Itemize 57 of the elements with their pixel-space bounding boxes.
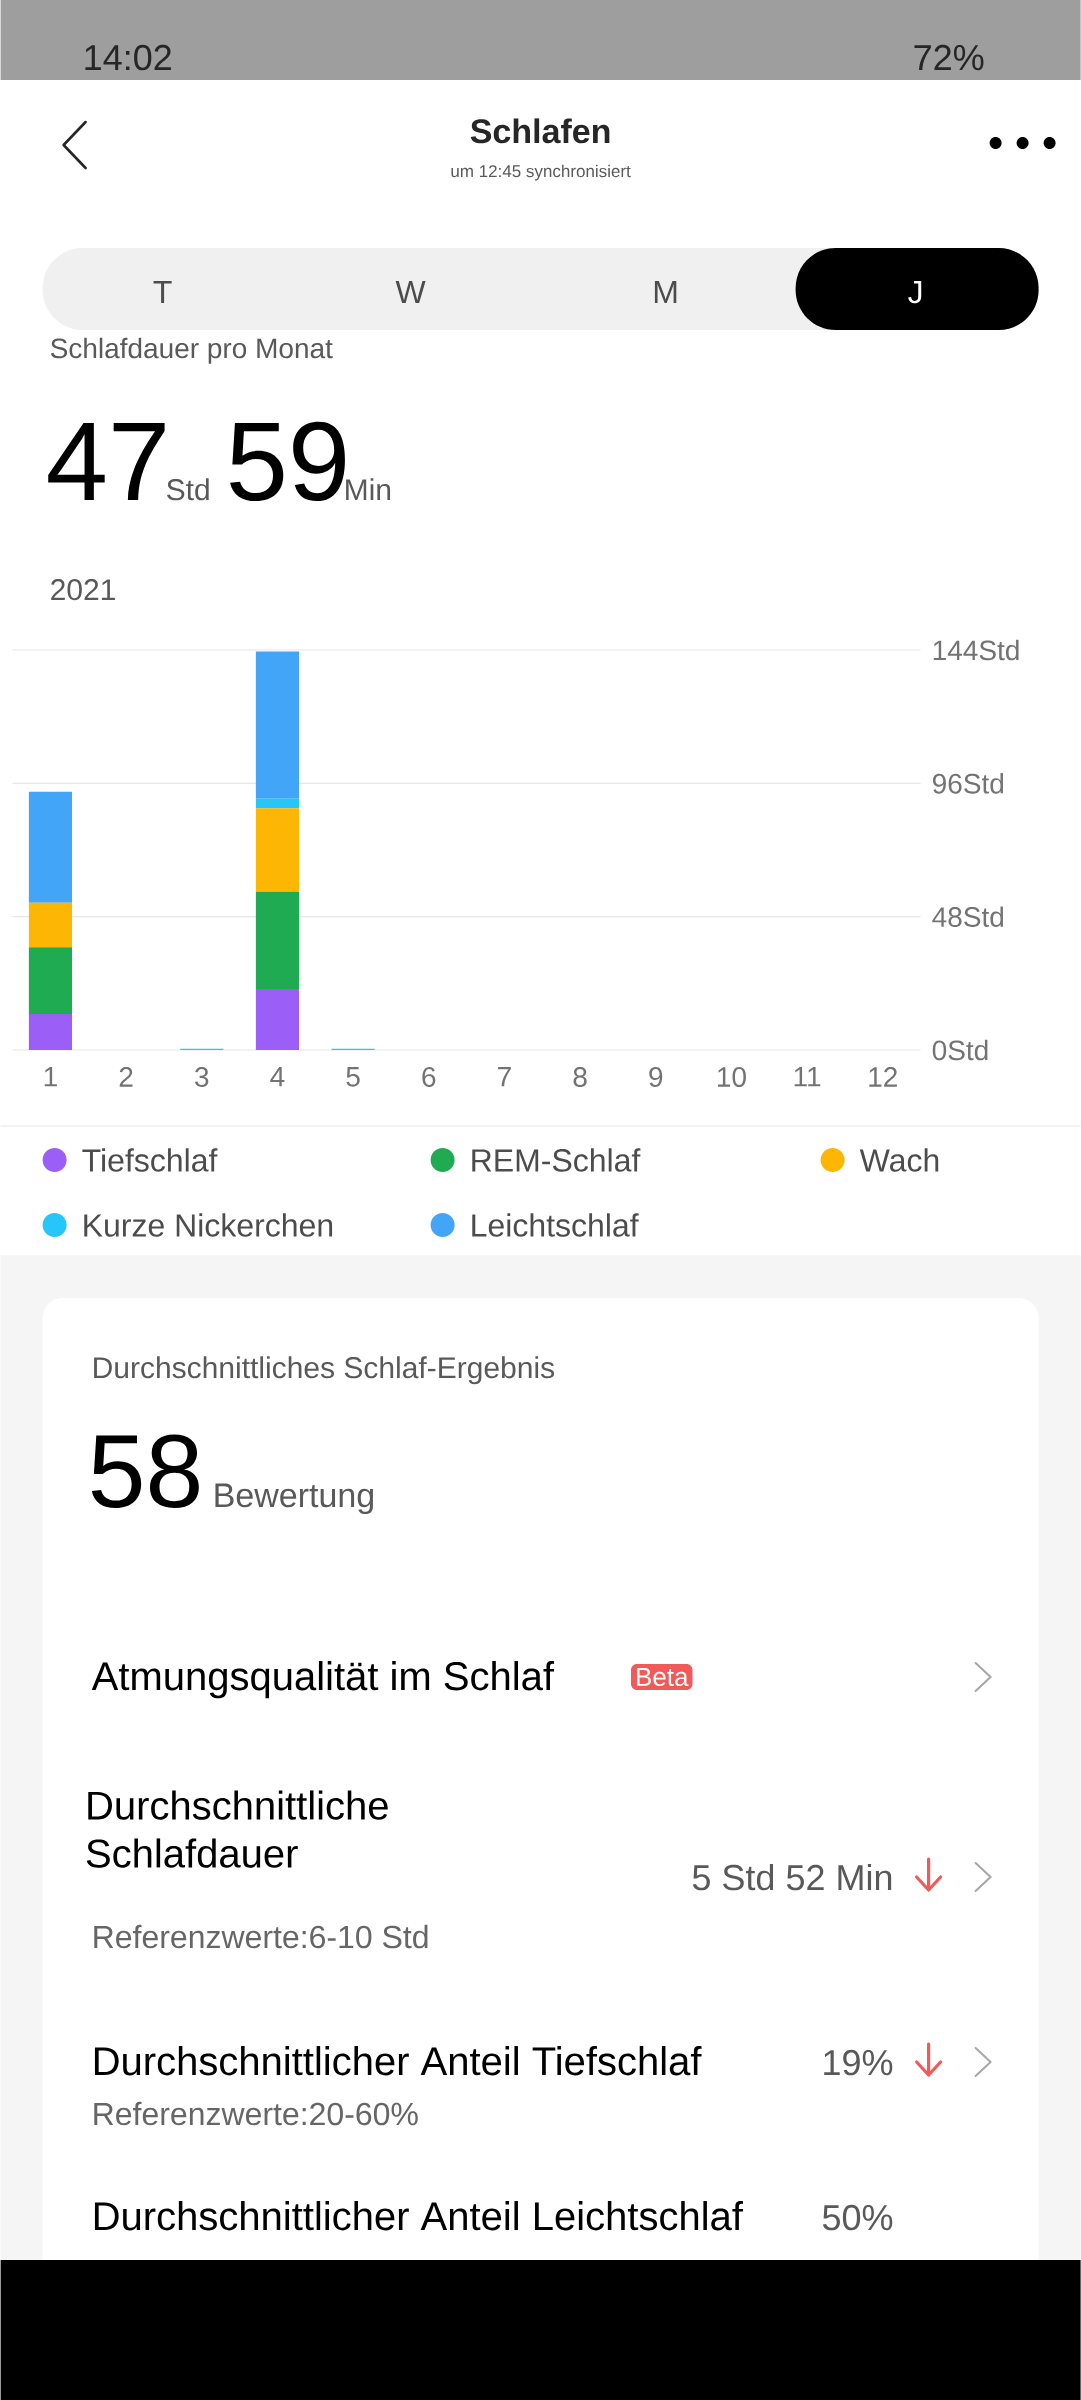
x-tick-label: 11 [794,1067,821,1087]
y-tick-label: 48Std [932,906,1003,927]
legend-label: Leichtschlaf [472,1213,639,1237]
legend-label: Wach [859,1148,939,1172]
bar [255,891,299,989]
text: Durchschnittlicher Anteil Leichtschlaf [94,2201,743,2231]
text: 50% [822,2204,893,2231]
chart-subtitle: um 12:45 synchronisiert [451,164,631,181]
legend-label: Tiefschlaf [82,1148,218,1172]
x-tick-label: 10 [717,1067,746,1087]
x-tick-label: 6 [422,1067,436,1087]
text: 2021 [51,579,115,601]
x-tick-label: 7 [498,1067,511,1087]
text: Schlafdauer pro Monat [50,337,333,364]
text: Bewertung [215,1483,373,1515]
text: Referenzwerte:6-10 Std [94,1924,428,1949]
text: Std [166,478,209,501]
text: Durchschnittliche Schlafdauer [86,1790,388,1868]
text: 72% [914,44,984,71]
text: 5 Std 52 Min [692,1863,892,1891]
x-tick-label: 9 [649,1067,663,1087]
x-tick-label: 3 [194,1067,209,1087]
bar [255,798,299,809]
text: Beta [637,1667,689,1687]
text: Min [346,478,390,501]
x-tick-label: 8 [573,1067,587,1087]
text: T [153,281,172,304]
text: Referenzwerte:20-60% [94,2101,418,2126]
text: 47 [48,422,165,501]
text: Durchschnittlicher Anteil Tiefschlaf [94,2046,702,2076]
bar [28,947,72,1014]
x-tick-label: 5 [346,1067,360,1087]
chart-title: Schlafen [470,118,610,144]
text: 59 [230,421,345,502]
y-tick-label: 96Std [932,773,1003,794]
x-tick-label: 1 [44,1067,57,1087]
bar [28,1013,72,1051]
bar [255,651,299,799]
bar [28,902,72,948]
bar [255,808,299,892]
x-tick-label: 4 [270,1067,285,1087]
text: 58 [91,1434,199,1509]
text: W [395,281,426,304]
x-tick-label: 12 [869,1067,897,1087]
text: 19% [824,2049,893,2076]
bar [28,791,72,903]
y-tick-label: 0Std [932,1039,988,1061]
y-tick-label: 144Std [933,639,1019,661]
text: Atmungsqualität im Schlaf [91,1661,554,1699]
x-tick-label: 2 [119,1067,133,1087]
bar [255,988,299,1051]
text: M [654,281,677,304]
text: J [908,281,922,304]
text: Durchschnittliches Schlaf-Ergebnis [94,1356,554,1385]
legend-label: Kurze Nickerchen [84,1213,332,1237]
legend-label: REM-Schlaf [472,1148,641,1172]
text: 14:02 [85,44,171,71]
